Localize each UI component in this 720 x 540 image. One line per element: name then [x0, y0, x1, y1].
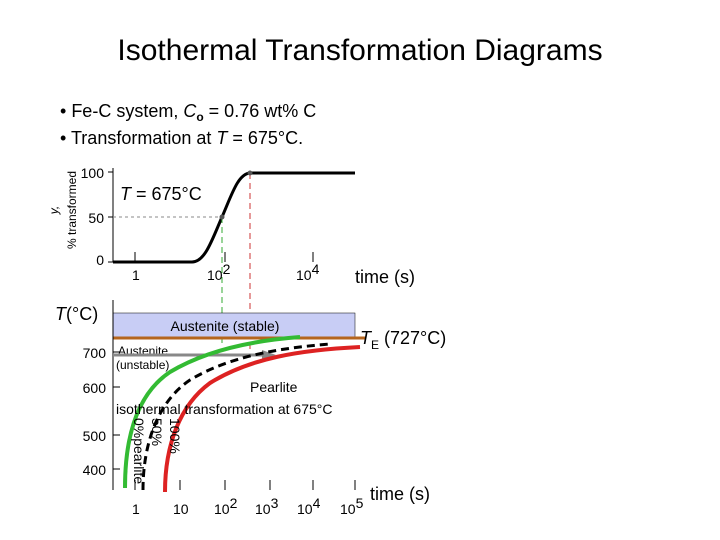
y-tick-label: 50 [88, 210, 104, 226]
y-tick-label: 400 [83, 462, 107, 478]
curve-label: 50% [149, 418, 165, 446]
y-label: T(°C) [55, 304, 98, 324]
x-tick-label: 103 [255, 495, 279, 517]
mid-curve [141, 342, 331, 491]
x-label: time (s) [355, 267, 415, 287]
x-tick-label: 104 [297, 495, 321, 517]
bullet: • Transformation at T = 675°C. [60, 128, 303, 148]
x-tick-label: 105 [340, 495, 364, 517]
x-tick-label: 1 [132, 501, 140, 517]
arrow [262, 350, 276, 360]
point [219, 214, 225, 220]
curve-label: 0%pearlite [131, 418, 147, 484]
y-tick-label: 600 [83, 380, 107, 396]
region-label: (unstable) [116, 358, 169, 372]
x-tick-label: 10 [173, 501, 189, 517]
y-tick-label: 700 [83, 345, 107, 361]
y-label: % transformed [65, 171, 79, 249]
region-label: Pearlite [250, 379, 298, 395]
top-plot: y, % transformed 100 50 0 T = 675°C 1 10… [47, 165, 415, 350]
x-label: time (s) [370, 484, 430, 504]
y-tick-label: 500 [83, 428, 107, 444]
austenite-region [112, 312, 356, 339]
annotation: isothermal transformation at 675°C [116, 401, 332, 417]
x-tick-label: 102 [207, 261, 231, 283]
y-label: y, [47, 206, 61, 215]
point [247, 170, 253, 176]
slide-title: Isothermal Transformation Diagrams [117, 34, 602, 67]
y-tick-label: 0 [96, 252, 104, 268]
bullet: • Fe-C system, Co = 0.76 wt% C [60, 101, 316, 124]
x-tick-label: 102 [214, 495, 238, 517]
curve-label: 100% [167, 418, 183, 454]
finish-curve [163, 345, 361, 493]
x-tick-label: 1 [132, 267, 140, 283]
start-curve [123, 335, 301, 489]
x-tick-label: 104 [296, 261, 320, 283]
te-label: TE (727°C) [360, 328, 446, 352]
region-label: Austenite (stable) [171, 318, 280, 334]
annotation: T = 675°C [120, 184, 202, 204]
bottom-plot: T(°C) Austenite (stable) TE (727°C) 700 … [55, 300, 446, 517]
y-tick-label: 100 [81, 165, 105, 181]
